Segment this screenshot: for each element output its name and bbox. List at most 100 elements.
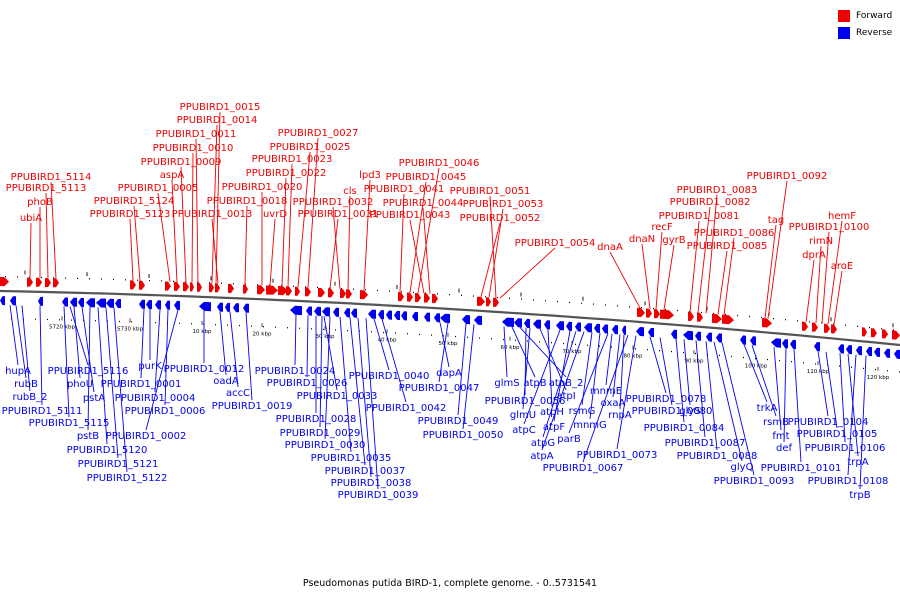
reverse-leader-line [323,316,338,391]
ruler-dot [47,318,48,321]
ruler-dot [851,366,852,368]
forward-gene-label: phoB [27,197,53,208]
reverse-gene-label: PPUBIRD1_5115 [29,418,110,429]
ruler-dot [347,329,348,332]
reverse-gene-label: PPUBIRD1_5116 [48,366,129,377]
forward-gene-arrow [802,321,808,331]
reverse-gene-label: pstA [83,393,105,404]
reverse-leader-line [457,323,467,416]
forward-gene-label: aroE [831,261,853,272]
ruler-dot [797,320,798,322]
reverse-gene-arrow [706,332,712,342]
ruler-dot [29,276,30,278]
reverse-leader-line [751,345,777,417]
reverse-leader-line [113,307,128,473]
reverse-gene-arrow [10,296,16,306]
reverse-gene-arrow [96,298,106,308]
ruler-dot [755,357,756,360]
ruler-dot [251,325,252,327]
reverse-gene-label: PPUBIRD1_0080 [632,406,713,417]
ruler-dot [587,344,588,346]
reverse-gene-arrow [233,303,239,313]
scale-label: 70 kbp [563,349,582,355]
scale-label: 120 kbp [867,375,890,381]
reverse-gene-arrow [782,339,788,349]
reverse-leader-line [9,305,19,366]
forward-gene-arrow [688,311,694,321]
reverse-gene-arrow [502,317,514,327]
forward-leader-line [287,163,293,287]
forward-leader-line [347,195,351,290]
ruler-dot [857,325,858,327]
forward-leader-line [717,250,728,315]
reverse-gene-label: PPUBIRD1_0038 [331,478,412,489]
reverse-leader-line [73,306,81,379]
forward-gene-arrow [243,284,248,294]
reverse-gene-arrow [368,309,376,319]
ruler-dot [653,308,654,310]
scale-label: 5730 kbp [117,326,143,332]
reverse-gene-arrow [771,338,781,348]
forward-leader-line [409,181,427,293]
forward-gene-arrow [318,287,325,297]
reverse-leader-line [164,309,169,406]
reverse-gene-label: atpF [543,422,565,433]
forward-leader-line [821,231,830,324]
forward-gene-arrow [812,322,818,332]
reverse-gene-label: PPUBIRD1_0073 [577,450,658,461]
ruler-dot [791,361,792,363]
ruler-dot [467,336,468,338]
reverse-leader-line [793,348,802,463]
forward-gene-label: PPUBIRD1_0041 [364,184,445,195]
forward-gene-arrow [295,286,300,296]
ruler-dot [353,288,354,290]
reverse-gene-label: rubB [14,379,38,390]
forward-gene-arrow [257,285,265,295]
reverse-gene-label: PPUBIRD1_0026 [267,378,348,389]
reverse-leader-line [15,305,27,379]
scale-label: 110 kbp [807,369,830,375]
reverse-gene-arrow [566,321,572,331]
reverse-gene-label: rubB_2 [12,392,47,403]
ruler-dot [773,318,774,320]
reverse-gene-arrow [474,315,482,325]
ruler-dot [557,300,558,303]
reverse-gene-arrow [622,325,626,335]
reverse-leader-line [743,344,768,403]
reverse-gene-label: rnpA [608,410,632,421]
forward-leader-line [307,137,319,288]
forward-leader-line [827,220,843,325]
forward-leader-line [480,222,501,298]
forward-leader-line [488,208,504,298]
ruler-dot [233,283,234,285]
reverse-gene-label: phoU [67,379,93,390]
reverse-gene-label: PPUBIRD1_0033 [297,391,378,402]
reverse-leader-line [825,351,838,429]
reverse-gene-arrow [648,327,654,338]
ruler-dot [893,329,894,331]
forward-gene-arrow [871,328,877,338]
forward-gene-label: gyrB [662,235,685,246]
ruler-dot [35,318,36,320]
ruler-dot [275,326,276,328]
reverse-gene-arrow [740,335,746,345]
reverse-leader-line [373,318,390,371]
ruler-dot [659,350,660,352]
ruler-dot [761,316,762,319]
ruler-dot [875,368,876,371]
forward-gene-label: PPUBIRD1_0052 [460,213,541,224]
reverse-leader-line [306,315,309,378]
ruler-dot [41,276,42,279]
forward-gene-arrow [286,286,292,296]
reverse-gene-label: rsmG [569,406,596,417]
legend-forward: Forward [838,9,892,23]
reverse-gene-arrow [344,308,350,318]
reverse-leader-line [21,305,31,392]
forward-gene-arrow [712,313,722,324]
reverse-leader-line [542,331,577,438]
ruler-dot [293,285,294,287]
ruler-dot [803,362,804,364]
ruler-dot [317,286,318,289]
reverse-gene-label: PPUBIRD1_0019 [212,401,293,412]
